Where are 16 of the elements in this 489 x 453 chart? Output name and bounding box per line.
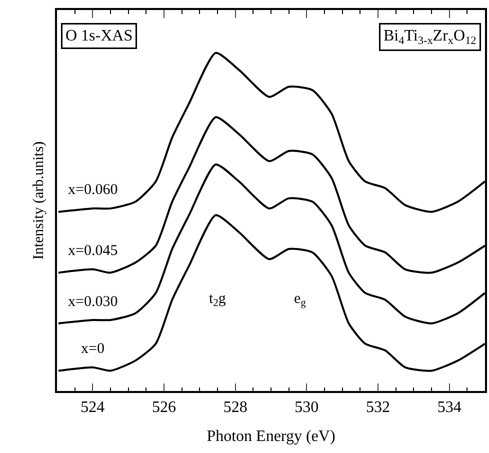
x-axis-title: Photon Energy (eV)	[206, 428, 336, 446]
x-tick-label: 528	[223, 398, 248, 416]
series-label: x=0	[81, 341, 104, 357]
series-label: x=0.030	[68, 294, 118, 310]
series-label: x=0.045	[68, 243, 118, 259]
annotation: e$_{g}$	[294, 291, 307, 310]
x-tick-label: 526	[152, 398, 176, 416]
text: O 1s-XAS	[66, 28, 133, 44]
x-tick-label: 530	[294, 398, 319, 416]
series-label: x=0.060	[68, 182, 118, 198]
text: Bi$_{4}$Ti$_{3-x}$Zr$_{x}$O$_{12}$	[384, 28, 476, 47]
y-axis-title: Intensity (arb.units)	[31, 141, 47, 260]
annotation: t$_{2}$g	[209, 291, 226, 310]
x-tick-label: 532	[366, 398, 390, 416]
x-tick-label: 524	[80, 398, 105, 416]
x-tick-label: 534	[437, 398, 462, 416]
